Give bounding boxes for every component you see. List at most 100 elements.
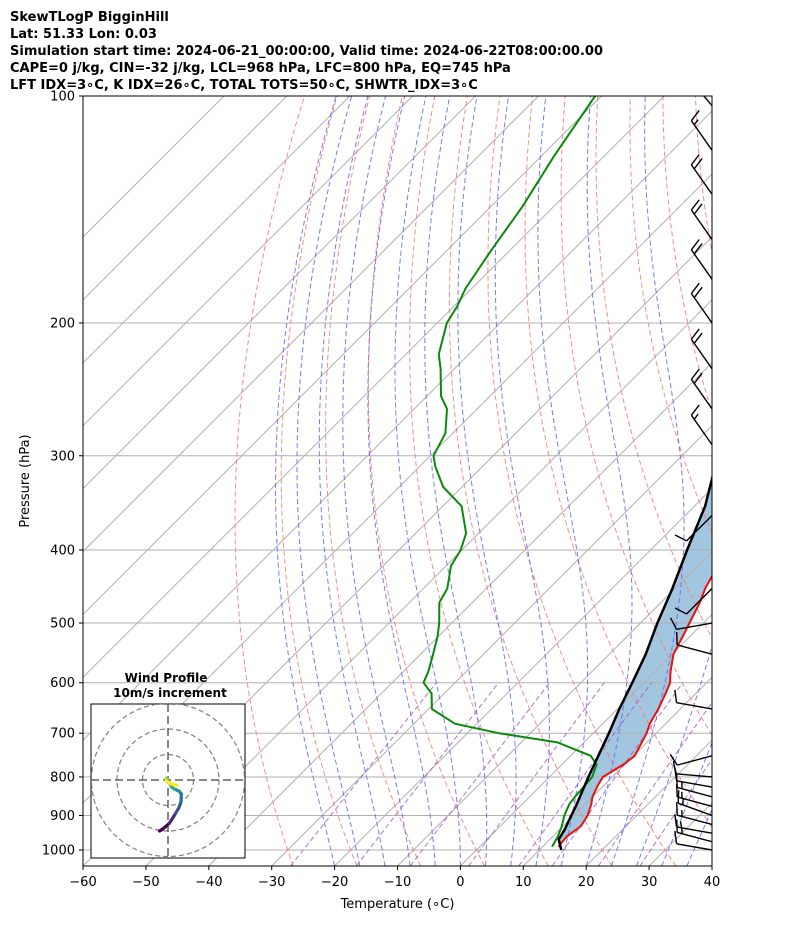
dry-adiabat xyxy=(280,96,358,866)
isotherm-line xyxy=(145,299,712,866)
y-tick-label: 900 xyxy=(50,809,75,824)
wind-barbs xyxy=(669,67,712,851)
wind-barb xyxy=(674,588,712,615)
wind-barb-feather xyxy=(674,689,678,703)
mixing-ratio-line xyxy=(518,682,652,866)
wind-barb xyxy=(674,830,712,851)
moist-adiabat xyxy=(636,643,712,866)
x-tick-label: −60 xyxy=(69,875,96,890)
wind-barb xyxy=(690,199,712,240)
wind-barb xyxy=(690,239,712,280)
moist-adiabat xyxy=(537,96,589,866)
hodograph-title: Wind Profile xyxy=(125,671,208,685)
moist-adiabat xyxy=(296,96,361,866)
dry-adiabat xyxy=(728,96,794,866)
moist-adiabat xyxy=(457,96,517,866)
x-tick-label: 30 xyxy=(641,875,658,890)
y-tick-label: 500 xyxy=(50,617,75,632)
wind-barb xyxy=(690,154,712,195)
isotherm-line xyxy=(83,96,351,364)
wind-barb xyxy=(674,514,712,542)
wind-barb-feather xyxy=(690,328,700,340)
wind-barb-shaft xyxy=(686,514,712,542)
moist-adiabat xyxy=(661,741,712,866)
wind-barb-feather xyxy=(669,617,678,630)
y-tick-label: 600 xyxy=(50,676,75,691)
wind-barb-feather xyxy=(693,286,703,299)
dry-adiabat xyxy=(234,96,305,866)
indices-line: LFT IDX=3∘C, K IDX=26∘C, TOTAL TOTS=50∘C… xyxy=(10,78,478,93)
wind-barb xyxy=(669,617,712,630)
wind-barb xyxy=(674,689,712,710)
wind-barb-feather xyxy=(690,282,700,294)
dry-adiabat xyxy=(595,96,712,640)
y-tick-label: 400 xyxy=(50,543,75,558)
hodograph-inset: Wind Profile 10m/s increment xyxy=(90,671,246,859)
wind-barb-shaft xyxy=(690,379,712,410)
wind-barb-shaft xyxy=(690,249,712,280)
wind-barb-feather xyxy=(669,753,678,766)
wind-barb-shaft xyxy=(677,786,712,798)
isotherm-line xyxy=(83,96,225,238)
wind-barb-shaft xyxy=(677,796,712,807)
wind-barb-shaft xyxy=(690,293,712,324)
wind-barb-feather xyxy=(693,332,703,344)
mixing-ratio-lines xyxy=(290,682,712,866)
profiles xyxy=(422,96,712,851)
wind-barb xyxy=(674,767,712,788)
wind-barb-feather xyxy=(674,534,687,542)
wind-barb-feather xyxy=(693,243,703,255)
pressure-gridlines xyxy=(83,96,712,851)
station-title: SkewTLogP BigginHill xyxy=(10,10,169,25)
wind-barb-feather xyxy=(690,110,700,122)
hodograph-trace-segment xyxy=(171,782,179,787)
wind-barb-feather xyxy=(674,607,687,615)
wind-barb-shaft xyxy=(690,414,712,446)
wind-barb xyxy=(690,282,712,324)
wind-barb xyxy=(690,328,712,370)
x-tick-label: 20 xyxy=(578,875,595,890)
x-tick-label: −40 xyxy=(195,875,222,890)
wind-barb xyxy=(689,67,712,107)
wind-barb-shaft xyxy=(676,702,712,710)
isotherm-line xyxy=(83,96,414,427)
isotherm-line xyxy=(522,676,712,866)
dry-adiabat xyxy=(367,96,485,866)
hodograph-ring xyxy=(91,704,245,858)
mixing-ratio-line xyxy=(290,682,437,866)
wind-barb-shaft xyxy=(677,755,712,766)
hodograph-subtitle: 10m/s increment xyxy=(113,686,227,700)
cin-shaded-area xyxy=(558,478,712,847)
wind-barb-feather xyxy=(689,67,696,78)
wind-barb-feather xyxy=(675,631,678,645)
wind-barb-shaft xyxy=(686,588,712,615)
mixing-ratio-line xyxy=(597,701,712,866)
wind-barb-feather xyxy=(692,76,695,81)
x-tick-label: −10 xyxy=(384,875,411,890)
dry-adiabat xyxy=(761,96,794,866)
wind-barb-feather xyxy=(693,203,703,215)
moist-adiabat xyxy=(275,96,337,866)
dry-adiabat xyxy=(409,96,549,866)
wind-barb-feather xyxy=(693,413,699,420)
wind-barb-feather xyxy=(690,199,700,211)
cape-cin-fill xyxy=(558,478,712,847)
x-tick-label: 40 xyxy=(704,875,721,890)
axes: −60 −50 −40 −30 −20 −10 0 10 20 30 40 1000 900 800 700… xyxy=(42,90,720,891)
wind-barb-feather xyxy=(679,821,683,828)
mixing-ratio-line xyxy=(551,682,684,866)
wind-barb-feather xyxy=(690,239,700,251)
wind-barb-feather xyxy=(693,119,699,126)
x-tick-label: −30 xyxy=(258,875,285,890)
wind-barb xyxy=(690,110,712,151)
wind-barb-feather xyxy=(674,830,678,844)
wind-barb-shaft xyxy=(676,622,712,630)
temperature-profile-line xyxy=(557,574,712,848)
moist-adiabat xyxy=(737,96,794,866)
moist-adiabat xyxy=(610,96,685,866)
dry-adiabat xyxy=(487,96,677,866)
parameters-line: CAPE=0 j/kg, CIN=-32 j/kg, LCL=968 hPa, … xyxy=(10,61,511,76)
y-tick-label: 200 xyxy=(50,316,75,331)
chart-header: SkewTLogP BigginHill Lat: 51.33 Lon: 0.0… xyxy=(10,9,603,94)
